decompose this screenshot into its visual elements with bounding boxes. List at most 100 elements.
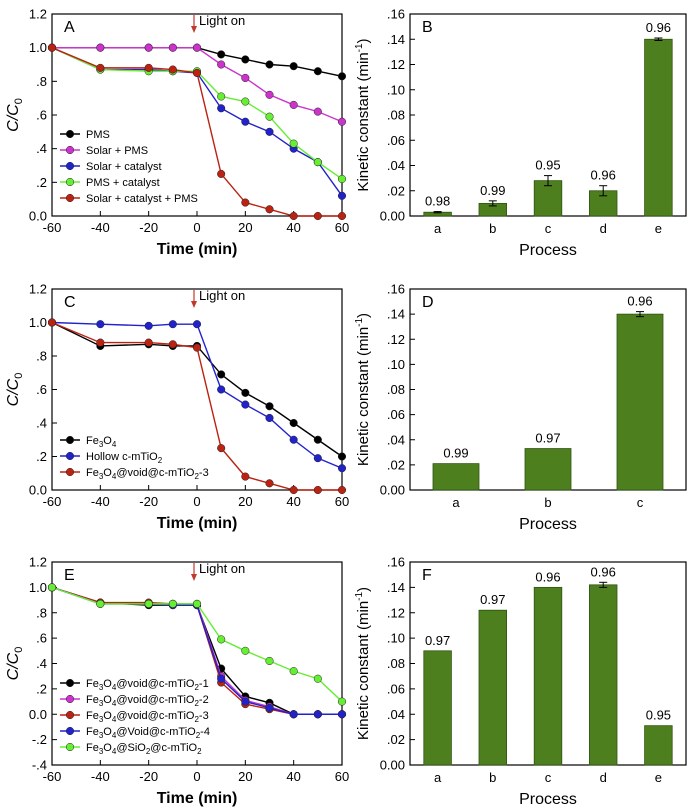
data-point (217, 444, 226, 453)
series-2 (47, 318, 347, 495)
legend-label-part: Fe (86, 710, 99, 722)
bar (423, 650, 452, 766)
y-axis-label-base: C/C (5, 652, 22, 680)
data-point (313, 674, 322, 683)
x-tick-label: d (600, 221, 607, 236)
panel-letter: E (64, 567, 75, 584)
legend-label: Fe3O4@SiO2@c-mTiO2 (86, 742, 202, 756)
y-tick-label: .02 (387, 457, 405, 472)
data-point (47, 43, 57, 52)
data-point (265, 413, 274, 423)
data-point (217, 635, 226, 644)
data-point (313, 107, 322, 116)
y-tick-label: -.4 (32, 758, 47, 773)
data-point (265, 112, 274, 121)
bar (432, 463, 480, 491)
data-point (168, 65, 177, 74)
legend-label: Solar + catalyst (86, 161, 162, 173)
legend-label-part: Fe (86, 726, 99, 738)
data-point (265, 127, 274, 136)
y-tick-label: .02 (387, 183, 405, 198)
legend-label-part: Hollow c-mTiO (86, 451, 158, 463)
data-point (144, 63, 153, 72)
data-point (192, 320, 202, 329)
x-tick-label: -20 (139, 220, 158, 235)
legend-label-part: O (103, 678, 112, 690)
legend-label-part: O (103, 694, 112, 706)
y-axis-label: Kinetic constant (min-1) (354, 587, 372, 740)
legend-label-part: O (103, 710, 112, 722)
y-tick-label: .6 (36, 108, 47, 123)
data-point (289, 211, 298, 221)
data-point (192, 343, 202, 352)
legend-marker (65, 678, 75, 688)
data-point (144, 599, 153, 608)
x-tick-label: 0 (193, 220, 200, 235)
x-tick-label: 20 (238, 769, 252, 784)
x-tick-label: a (452, 495, 460, 510)
panel-letter: B (422, 19, 433, 36)
x-tick-label: -60 (43, 220, 62, 235)
legend-label-part: 4 (112, 440, 117, 449)
x-tick-label: 40 (286, 220, 300, 235)
y-tick-label: .06 (387, 681, 405, 696)
y-axis-label-superscript: -1 (354, 43, 365, 52)
y-tick-label: .08 (387, 108, 405, 123)
bar-label: 0.97 (480, 592, 505, 607)
data-point (192, 599, 202, 608)
y-tick-label: .14 (387, 307, 405, 322)
legend-label-part: 3 (99, 699, 104, 708)
data-point (168, 340, 177, 349)
data-point (313, 158, 322, 167)
data-point (289, 139, 298, 148)
y-tick-label: .06 (387, 407, 405, 422)
legend-label: Solar + catalyst + PMS (86, 193, 198, 205)
data-point (96, 320, 105, 329)
y-tick-label: 1.2 (29, 555, 47, 570)
x-tick-label: c (637, 495, 644, 510)
legend-label-part: 2 (194, 683, 199, 692)
legend-label-part: -3 (199, 467, 209, 479)
y-tick-label: 0.00 (380, 758, 405, 773)
x-tick-label: -60 (43, 494, 62, 509)
bar-label: 0.96 (535, 569, 560, 584)
y-tick-label: .08 (387, 656, 405, 671)
legend-label: Hollow c-mTiO2 (86, 451, 163, 465)
bar (589, 584, 618, 766)
y-tick-label: .04 (387, 707, 405, 722)
y-tick-label: .12 (387, 332, 405, 347)
y-axis-label-base: C/C (5, 378, 22, 406)
y-tick-label: 0.0 (29, 209, 47, 224)
legend-marker (65, 710, 75, 720)
y-tick-label: .8 (36, 349, 47, 364)
data-point (289, 418, 298, 428)
legend-marker (65, 145, 75, 155)
legend-label: PMS + catalyst (86, 177, 160, 189)
bar (644, 38, 673, 217)
y-tick-label: 1.0 (29, 580, 47, 595)
legend-label-part: O (103, 435, 112, 447)
legend-label-part: 2 (194, 715, 199, 724)
series-4 (47, 43, 347, 221)
data-point (337, 117, 347, 126)
y-tick-label: .8 (36, 74, 47, 89)
data-point (313, 435, 322, 444)
data-point (241, 472, 250, 481)
data-point (96, 63, 105, 72)
y-tick-label: 1.0 (29, 315, 47, 330)
legend-label-part: -4 (200, 726, 210, 738)
y-axis-label-text: Kinetic constant (min (355, 327, 372, 466)
bar-label: 0.98 (425, 194, 450, 209)
y-axis-label-superscript: -1 (354, 318, 365, 327)
y-tick-label: .04 (387, 432, 405, 447)
data-point (313, 211, 322, 221)
data-point (96, 43, 105, 52)
bar (644, 725, 673, 766)
panel-letter: F (422, 567, 432, 584)
data-point (241, 73, 250, 83)
y-axis-label-subscript: 0 (13, 98, 25, 104)
x-tick-label: d (600, 770, 607, 785)
data-point (265, 656, 274, 666)
y-axis-label: Kinetic constant (min-1) (354, 38, 372, 191)
